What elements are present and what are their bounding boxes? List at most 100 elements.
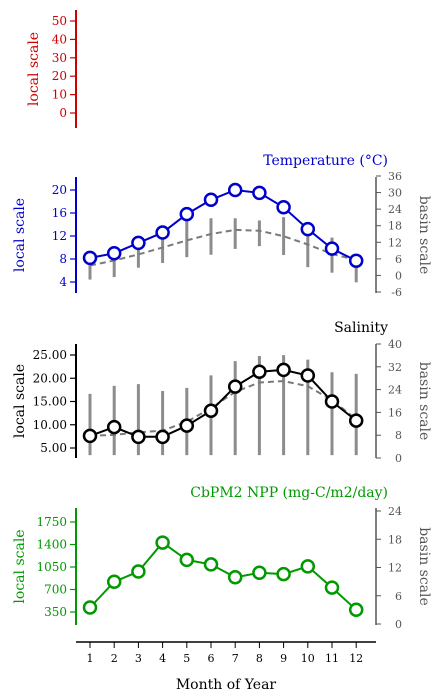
x-axis-tick-label: 11	[325, 652, 339, 665]
left-axis-tick-label: 700	[44, 583, 67, 597]
right-axis-tick-label: 36	[388, 170, 402, 183]
left-axis-tick-label: 12	[52, 229, 67, 243]
right-axis-label: basin scale	[416, 362, 432, 441]
local-series-point	[300, 221, 316, 237]
x-axis-tick-label: 9	[280, 652, 287, 665]
left-axis-tick-label: 25.00	[33, 348, 67, 362]
left-axis-tick-label: 40	[52, 32, 67, 46]
panel-salinity: 5.00 10.00 15.00 20.00 25.00 local scale 0 8 16 2…	[12, 320, 432, 465]
local-series-point	[179, 418, 195, 433]
local-series-point	[106, 574, 122, 590]
local-series-point	[324, 394, 340, 409]
right-axis-tick-label: 6	[395, 590, 402, 603]
local-series-point	[227, 379, 243, 394]
x-axis-tick-label: 2	[111, 652, 118, 665]
right-axis-tick-label: 40	[388, 338, 402, 351]
x-axis-tick-label: 7	[232, 652, 239, 665]
local-series-point	[276, 362, 291, 378]
panel-title: CbPM2 NPP (mg-C/m2/day)	[190, 485, 388, 501]
left-axis-tick-label: 20.00	[33, 371, 67, 385]
left-axis-tick-label: 1050	[36, 560, 67, 574]
x-axis-tick-label: 10	[301, 652, 315, 665]
left-axis-tick-label: 1750	[36, 515, 67, 529]
local-series-point	[324, 580, 340, 595]
right-axis-tick-label: 12	[388, 236, 402, 249]
local-series-point	[348, 413, 364, 428]
local-series-point	[203, 557, 219, 572]
right-axis-tick-label: 0	[395, 269, 402, 282]
right-axis-tick-label: 0	[395, 618, 402, 631]
left-axis-label: local scale	[12, 198, 28, 272]
left-axis-tick-label: 16	[52, 206, 67, 220]
local-series-point	[300, 368, 316, 383]
local-series-point	[131, 429, 146, 445]
panel-temperature: 4 8 12 16 20 local scale -6 0 6 12 18 24 30 36 basin s…	[12, 153, 432, 299]
left-axis-label: local scale	[26, 32, 42, 106]
left-axis-tick-label: 20	[52, 69, 67, 83]
local-series-point	[252, 565, 267, 581]
local-series-point	[276, 200, 291, 215]
local-series-point	[300, 559, 316, 574]
left-axis-tick-label: 8	[59, 252, 67, 266]
panel-title: Temperature (°C)	[263, 153, 388, 169]
left-axis-tick-label: 10	[52, 88, 67, 102]
left-axis-tick-label: 1400	[36, 538, 67, 552]
local-series-point	[203, 192, 219, 208]
local-series-point	[155, 535, 170, 550]
x-axis-tick-label: 5	[183, 652, 190, 665]
left-axis-tick-label: 5.00	[40, 441, 67, 455]
local-series-point	[348, 602, 364, 617]
right-axis-tick-label: 24	[388, 203, 402, 216]
right-axis-tick-label: 30	[388, 187, 402, 200]
local-series-point	[131, 235, 146, 251]
x-axis-tick-label: 8	[256, 652, 263, 665]
right-axis-tick-label: 24	[388, 505, 402, 518]
right-axis-tick-label: 24	[388, 384, 402, 397]
left-axis-tick-label: 30	[52, 51, 67, 65]
local-series-point	[131, 564, 146, 579]
left-axis-tick-label: 4	[59, 275, 67, 289]
local-series-point	[179, 206, 195, 222]
x-axis-tick-label: 3	[135, 652, 142, 665]
left-axis-tick-label: 0	[59, 106, 67, 120]
local-series-point	[82, 600, 98, 615]
right-axis-label: basin scale	[416, 527, 432, 606]
local-series-line	[89, 368, 357, 438]
local-series-point	[276, 566, 291, 582]
local-series-point	[179, 552, 195, 568]
x-axis-tick-label: 1	[87, 652, 94, 665]
right-axis-tick-label: 12	[388, 562, 402, 575]
left-axis-tick-label: 350	[44, 605, 67, 619]
right-axis-tick-label: 0	[395, 452, 402, 465]
x-axis-tick-label: 4	[159, 652, 166, 665]
right-axis-tick-label: 18	[388, 533, 402, 546]
panel-npp: 350 700 1050 1400 1750 local scale 0 6 12 18 24 bas…	[12, 485, 432, 631]
local-series-point	[252, 185, 267, 201]
left-axis-label: local scale	[12, 529, 28, 603]
left-axis-tick-label: 10.00	[33, 418, 67, 432]
right-axis-tick-label: 6	[395, 253, 402, 266]
local-series-line	[89, 541, 357, 611]
left-axis-tick-label: 20	[52, 183, 67, 197]
basin-series-line	[89, 380, 357, 437]
right-axis-tick-label: -6	[391, 286, 402, 299]
panel-title: Salinity	[334, 320, 388, 336]
local-series-point	[348, 253, 364, 268]
x-axis-tick-label: 6	[208, 652, 215, 665]
local-series-line	[89, 188, 357, 262]
local-series-point	[324, 241, 340, 256]
left-axis-tick-label: 15.00	[33, 395, 67, 409]
left-axis-label: local scale	[12, 364, 28, 438]
right-axis-tick-label: 32	[388, 361, 402, 374]
local-series-point	[227, 182, 243, 198]
x-axis-label: Month of Year	[176, 677, 277, 693]
right-axis-tick-label: 8	[395, 429, 402, 442]
right-axis-label: basin scale	[416, 196, 432, 275]
local-series-point	[106, 419, 122, 435]
local-series-point	[155, 225, 170, 240]
local-series-point	[252, 364, 267, 379]
right-axis-tick-label: 18	[388, 220, 402, 233]
local-series-point	[106, 246, 122, 261]
